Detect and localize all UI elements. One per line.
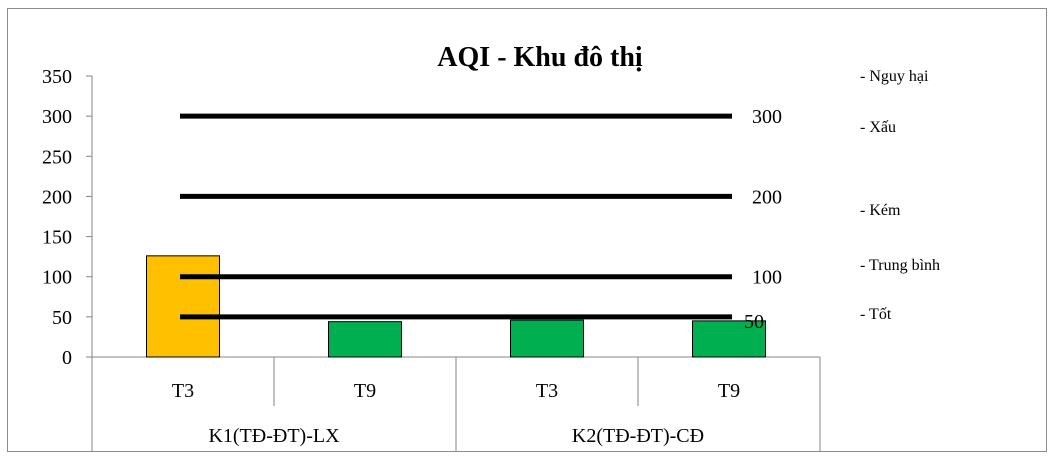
reference-line-label: 50	[744, 311, 764, 333]
x-category-label: T3	[172, 380, 194, 402]
aqi-category-label: - Trung bình	[860, 257, 940, 274]
y-tick-label: 100	[42, 267, 72, 289]
y-tick-label: 150	[42, 227, 72, 249]
category-legend: - Nguy hại - Xấu - Kém - Trung bình - Tốt	[860, 68, 940, 323]
aqi-category-label: - Tốt	[860, 306, 892, 323]
x-category-label: T3	[536, 380, 558, 402]
reference-line-label: 100	[752, 267, 782, 289]
bar-4	[692, 320, 766, 358]
bar-1	[146, 255, 220, 358]
bar-3	[510, 319, 584, 358]
x-category-label: T9	[354, 380, 376, 402]
reference-line-label: 200	[752, 186, 782, 208]
x-category-label: T9	[718, 380, 740, 402]
y-tick-label: 0	[62, 347, 72, 369]
chart-title: AQI - Khu đô thị	[437, 42, 643, 73]
x-group-label: K2(TĐ-ĐT)-CĐ	[572, 425, 704, 447]
aqi-category-label: - Kém	[860, 202, 901, 219]
y-tick-label: 300	[42, 106, 72, 128]
aqi-category-label: - Nguy hại	[860, 68, 929, 85]
bar-2	[328, 321, 402, 358]
bars-layer	[146, 255, 766, 358]
x-group-label: K1(TĐ-ĐT)-LX	[208, 425, 340, 447]
y-tick-label: 350	[42, 66, 72, 88]
chart-frame	[7, 8, 1047, 452]
y-tick-label: 50	[52, 307, 72, 329]
axes-layer: 0 50 100 150 200 250 300 350 T3 T9 T3 T9 K1(TĐ-ĐT)-L…	[42, 66, 821, 452]
y-tick-label: 200	[42, 186, 72, 208]
reference-lines-layer: 300 200 100 50	[180, 106, 782, 333]
reference-line-label: 300	[752, 106, 782, 128]
aqi-category-label: - Xấu	[860, 119, 896, 136]
y-tick-label: 250	[42, 146, 72, 168]
